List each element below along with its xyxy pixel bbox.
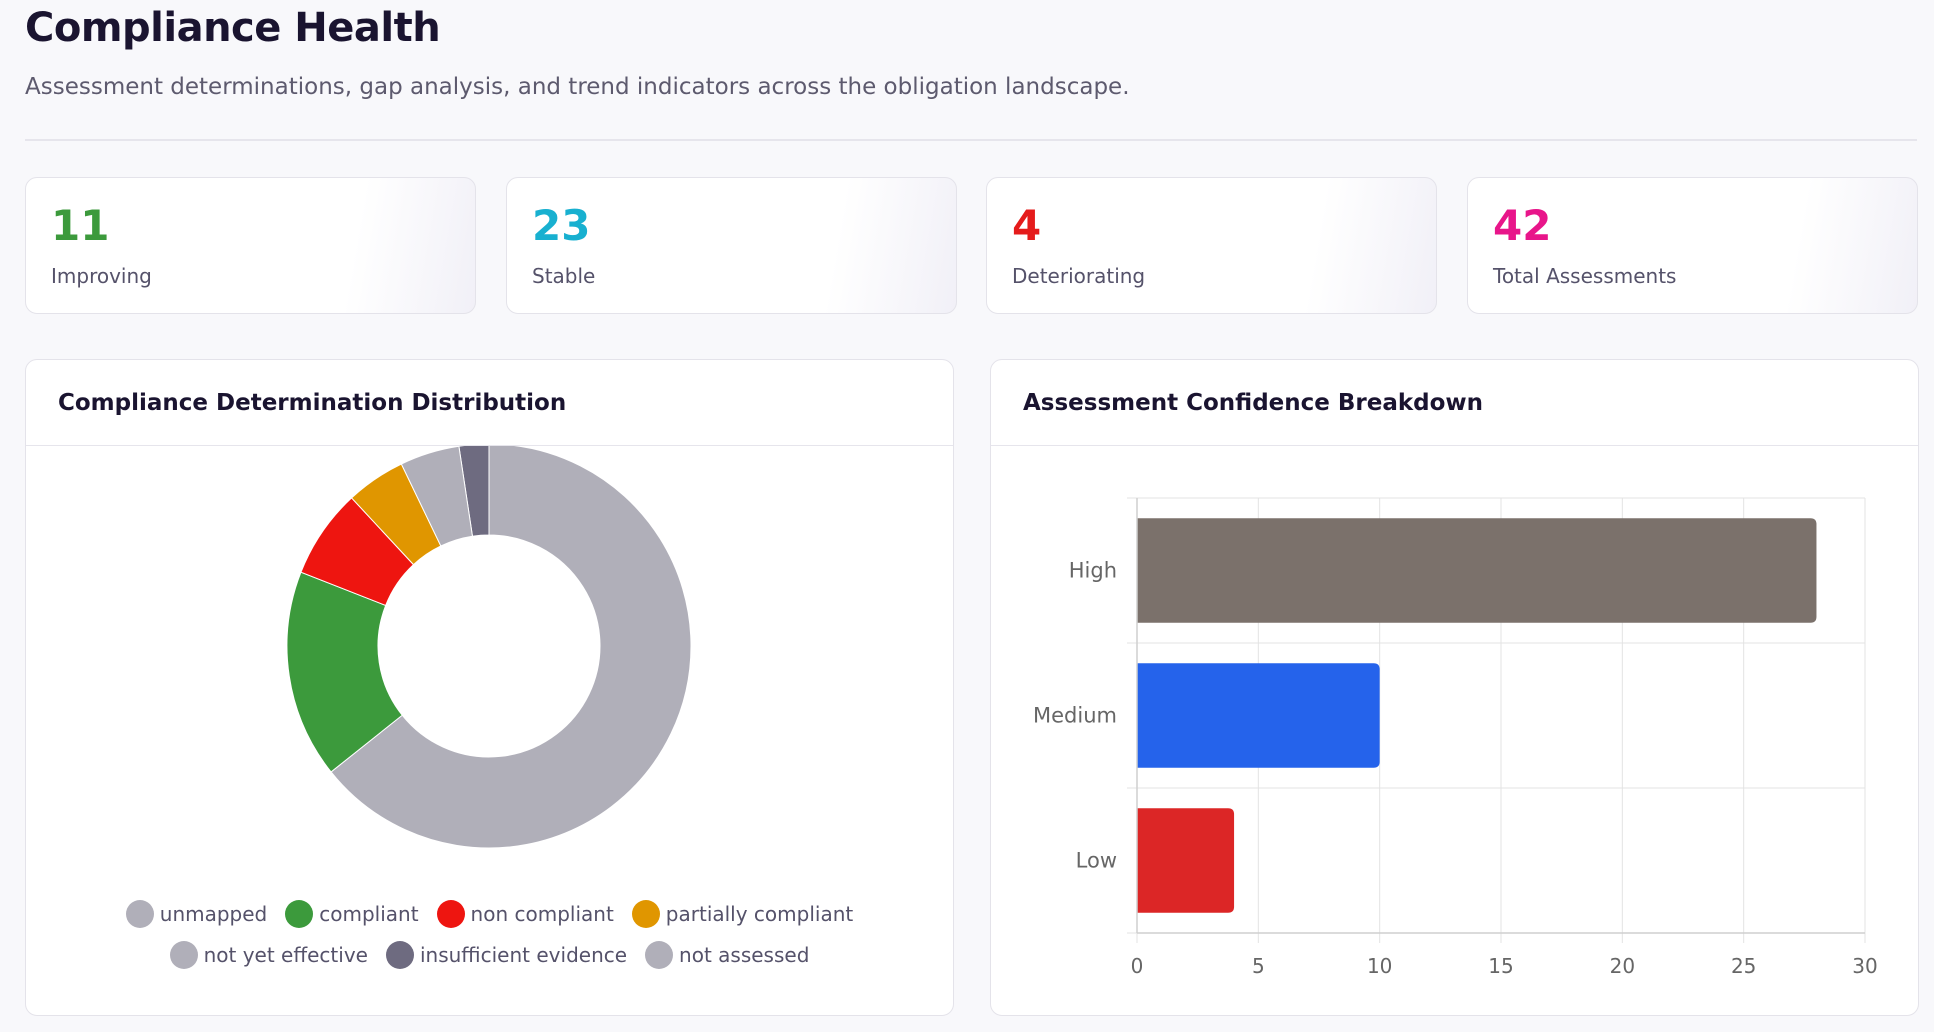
bar-medium (1137, 663, 1380, 768)
stat-value: 23 (532, 201, 591, 250)
x-tick-label: 5 (1252, 954, 1265, 978)
x-tick-label: 15 (1488, 954, 1513, 978)
panel-title: Compliance Determination Distribution (58, 390, 567, 416)
stat-label: Deteriorating (1012, 264, 1146, 288)
confidence-panel: Assessment Confidence Breakdown 0 5 10 15 20… (990, 359, 1919, 1016)
legend-item-unmapped[interactable]: unmapped (125, 900, 268, 928)
stat-card-improving: 11 Improving (25, 177, 476, 314)
legend-item-non-compliant[interactable]: non compliant (436, 900, 614, 928)
legend-swatch (385, 941, 414, 969)
distribution-panel: Compliance Determination Distribution un… (25, 359, 954, 1016)
panel-title: Assessment Confidence Breakdown (1023, 390, 1484, 416)
x-tick-label: 25 (1731, 954, 1756, 978)
legend-item-compliant[interactable]: compliant (285, 900, 419, 928)
legend-label: partially compliant (665, 902, 854, 926)
legend-swatch (125, 900, 154, 928)
panel-header: Assessment Confidence Breakdown (991, 360, 1918, 446)
panel-header: Compliance Determination Distribution (26, 360, 953, 446)
donut-slice-not-yet-effective (400, 446, 474, 547)
x-tick-label: 10 (1367, 954, 1392, 978)
stat-label: Stable (532, 264, 596, 288)
x-tick-label: 30 (1852, 954, 1877, 978)
legend-swatch (436, 900, 465, 928)
legend-item-partially-compliant[interactable]: partially compliant (631, 900, 854, 928)
y-tick-label: High (1069, 559, 1117, 583)
legend-item-not-yet-effective[interactable]: not yet effective (169, 941, 368, 969)
bar-high (1137, 518, 1817, 623)
stat-card-deteriorating: 4 Deteriorating (986, 177, 1437, 314)
y-tick-label: Low (1076, 849, 1117, 873)
legend-label: unmapped (159, 902, 268, 926)
page-subtitle: Assessment determinations, gap analysis,… (25, 74, 1130, 100)
x-tick-label: 20 (1610, 954, 1635, 978)
stat-value: 11 (51, 201, 110, 250)
stat-label: Improving (51, 264, 152, 288)
legend-swatch (285, 900, 314, 928)
y-tick-label: Medium (1033, 704, 1117, 728)
legend-label: compliant (319, 902, 419, 926)
donut-chart (286, 446, 692, 849)
stat-card-total-assessments: 42 Total Assessments (1467, 177, 1918, 314)
chart-legend-row: not yet effective insufficient evidence no… (26, 941, 953, 969)
legend-swatch (169, 941, 198, 969)
stat-card-stable: 23 Stable (506, 177, 957, 314)
legend-swatch (645, 941, 674, 969)
bar-low (1137, 808, 1235, 913)
bar-chart: 0 5 10 15 20 25 30 High Medium Low (1033, 497, 1878, 978)
chart-legend-row: unmapped compliant non compliant partially … (26, 900, 953, 928)
stat-value: 4 (1012, 201, 1042, 250)
stat-value: 42 (1493, 201, 1552, 250)
legend-label: insufficient evidence (419, 943, 628, 967)
page-title: Compliance Health (25, 5, 441, 51)
legend-label: not yet effective (203, 943, 368, 967)
legend-swatch (631, 900, 660, 928)
legend-label: non compliant (470, 902, 614, 926)
stat-label: Total Assessments (1493, 264, 1677, 288)
legend-item-not-assessed[interactable]: not assessed (645, 941, 809, 969)
header-divider (25, 139, 1917, 141)
donut-slice-unmapped (330, 446, 692, 849)
legend-label: not assessed (679, 943, 810, 967)
x-tick-label: 0 (1131, 954, 1144, 978)
legend-item-insufficient-evidence[interactable]: insufficient evidence (385, 941, 628, 969)
